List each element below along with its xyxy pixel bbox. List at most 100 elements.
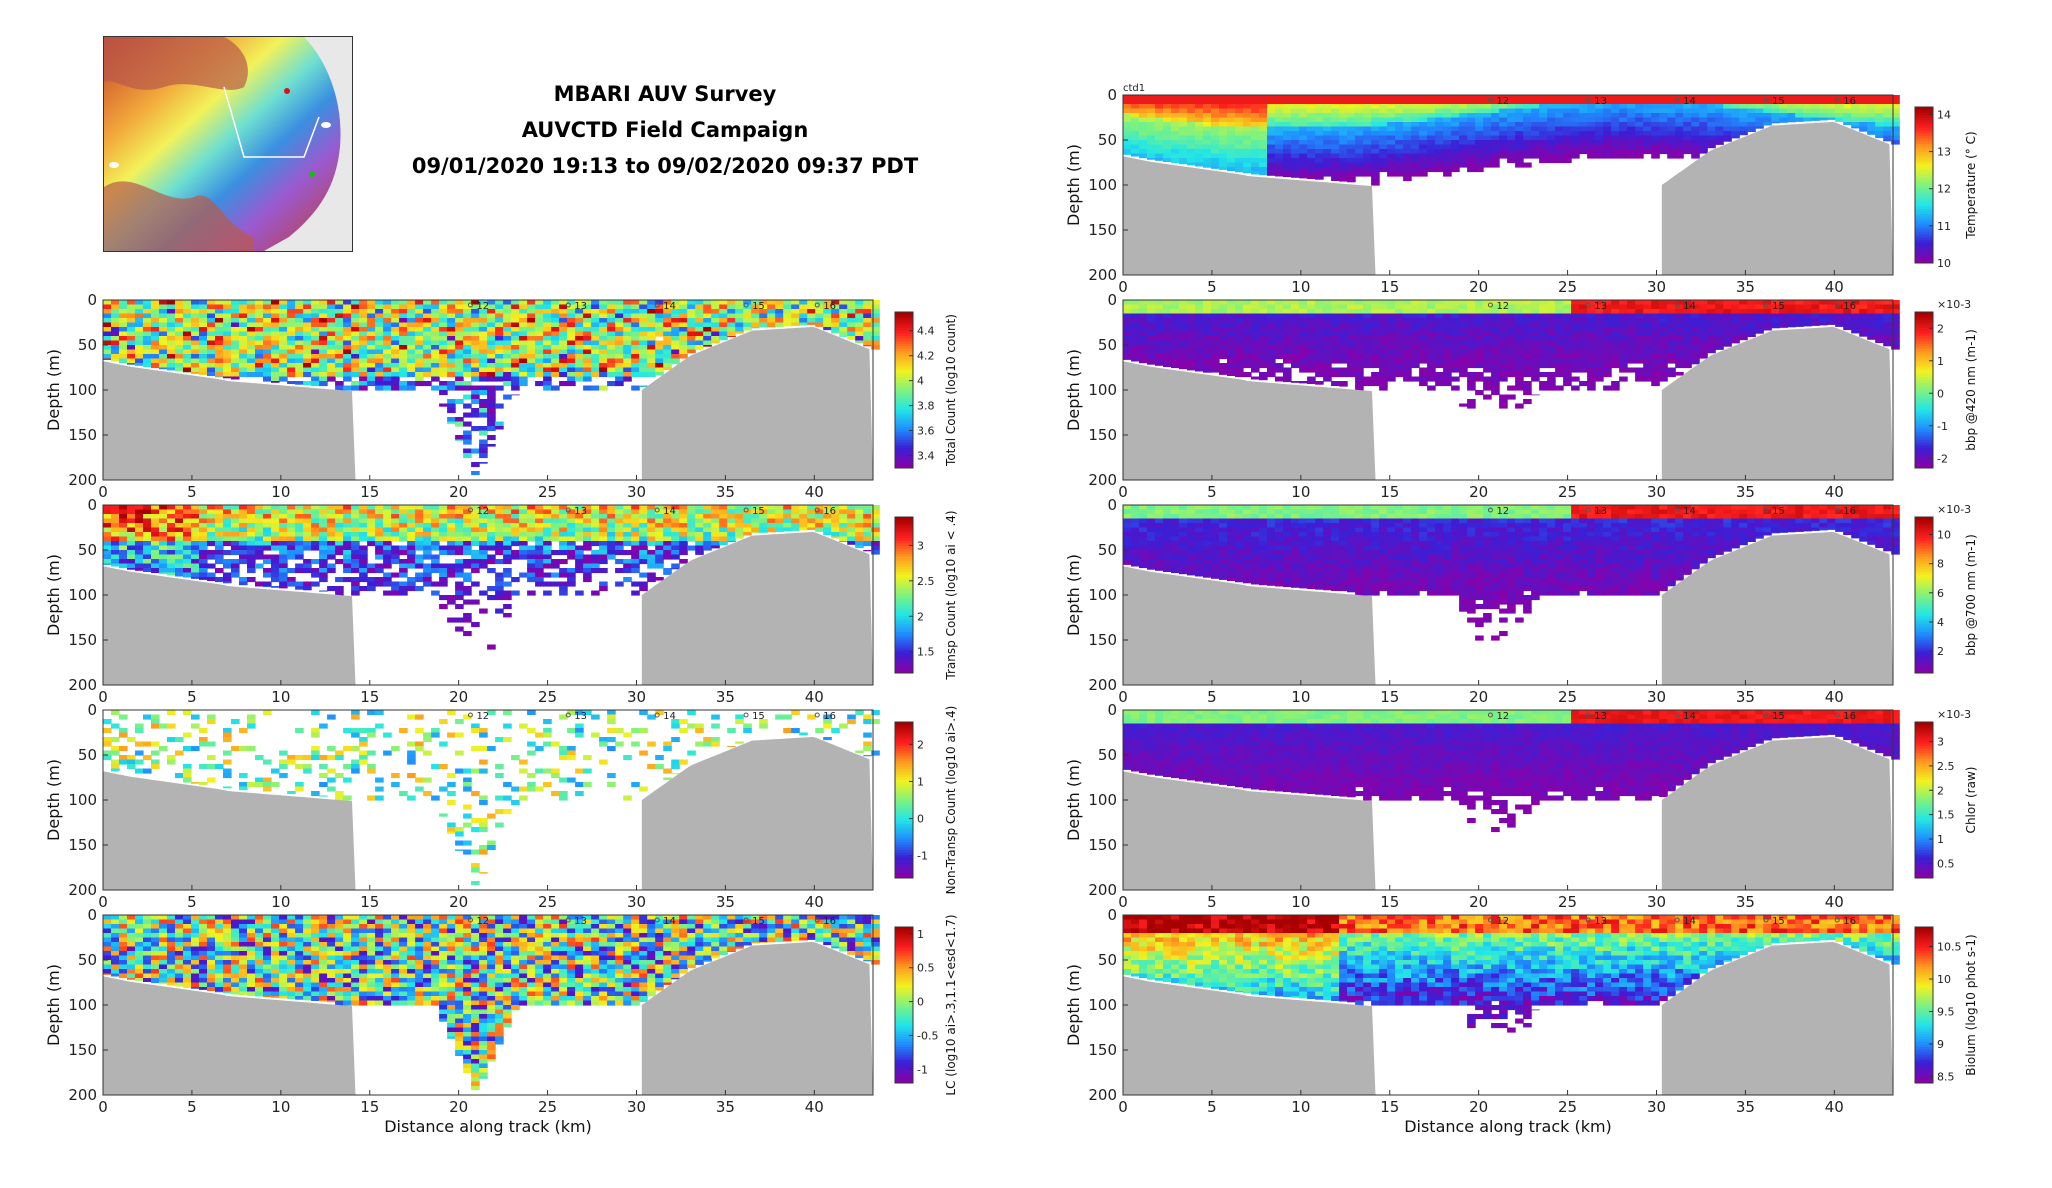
heatmap-cell	[567, 951, 576, 957]
heatmap-cell	[327, 714, 336, 720]
heatmap-cell	[255, 550, 264, 556]
heatmap-cell	[351, 345, 360, 351]
heatmap-cell	[383, 545, 392, 551]
heatmap-cell	[575, 318, 584, 324]
heatmap-cell	[639, 586, 648, 592]
heatmap-cell	[495, 937, 504, 943]
heatmap-cell	[407, 755, 416, 761]
heatmap-cell	[279, 973, 288, 979]
heatmap-cell	[431, 955, 440, 961]
heatmap-cell	[415, 946, 424, 952]
heatmap-cell	[375, 322, 384, 328]
heatmap-cell	[463, 527, 472, 533]
heatmap-cell	[735, 514, 744, 520]
heatmap-cell	[439, 955, 448, 961]
heatmap-cell	[831, 527, 840, 533]
heatmap-cell	[271, 559, 280, 565]
heatmap-cell	[623, 354, 632, 360]
heatmap-cell	[455, 358, 464, 364]
heatmap-cell	[367, 915, 376, 921]
heatmap-cell	[463, 982, 472, 988]
heatmap-cell	[399, 318, 408, 324]
heatmap-cell	[455, 518, 464, 524]
heatmap-cell	[391, 505, 400, 511]
heatmap-cell	[655, 340, 664, 346]
heatmap-cell	[263, 309, 272, 315]
heatmap-cell	[311, 354, 320, 360]
heatmap-cell	[471, 987, 480, 993]
heatmap-cell	[103, 304, 112, 310]
colorbar-segment	[895, 652, 913, 656]
colorbar-segment	[895, 366, 913, 370]
heatmap-cell	[455, 363, 464, 369]
heatmap-cell	[359, 919, 368, 925]
heatmap-cell	[463, 946, 472, 952]
heatmap-cell	[631, 345, 640, 351]
heatmap-cell	[343, 937, 352, 943]
heatmap-cell	[559, 964, 568, 970]
heatmap-cell	[463, 1068, 472, 1073]
heatmap-cell	[567, 969, 576, 975]
heatmap-cell	[591, 331, 600, 337]
heatmap-cell	[399, 928, 408, 934]
heatmap-cell	[239, 541, 248, 547]
heatmap-cell	[215, 318, 224, 324]
heatmap-cell	[503, 532, 512, 538]
heatmap-cell	[367, 381, 376, 387]
heatmap-cell	[671, 737, 680, 743]
heatmap-cell	[567, 505, 576, 511]
heatmap-cell	[399, 942, 408, 948]
heatmap-cell	[239, 915, 248, 921]
heatmap-cell	[175, 545, 184, 551]
heatmap-cell	[607, 545, 616, 551]
heatmap-cell	[615, 919, 624, 925]
heatmap-cell	[111, 746, 120, 752]
colorbar-segment	[895, 361, 913, 365]
heatmap-cell	[175, 563, 184, 569]
profile-label: 12	[476, 711, 489, 722]
heatmap-cell	[287, 964, 296, 970]
heatmap-cell	[407, 349, 416, 355]
heatmap-cell	[591, 933, 600, 939]
heatmap-cell	[351, 924, 360, 930]
heatmap-cell	[847, 304, 856, 310]
heatmap-cell	[727, 518, 736, 524]
heatmap-cell	[719, 527, 728, 533]
heatmap-cell	[591, 915, 600, 921]
heatmap-cell	[463, 453, 472, 458]
heatmap-cell	[559, 509, 568, 515]
heatmap-cell	[743, 505, 752, 511]
heatmap-cell	[295, 336, 304, 342]
heatmap-cell	[215, 345, 224, 351]
heatmap-cell	[175, 982, 184, 987]
heatmap-cell	[447, 964, 456, 970]
heatmap-cell	[135, 300, 144, 306]
heatmap-cell	[399, 505, 408, 511]
heatmap-cell	[167, 978, 176, 984]
heatmap-cell	[567, 536, 576, 542]
heatmap-cell	[511, 505, 520, 511]
heatmap-cell	[263, 331, 272, 337]
heatmap-cell	[279, 313, 288, 319]
heatmap-cell	[839, 336, 848, 337]
colorbar-segment	[895, 340, 913, 344]
heatmap-cell	[575, 960, 584, 966]
heatmap-cell	[359, 563, 368, 569]
heatmap-cell	[663, 746, 672, 752]
heatmap-cell	[871, 523, 880, 529]
heatmap-cell	[119, 331, 128, 337]
heatmap-cell	[479, 1023, 488, 1029]
heatmap-cell	[471, 505, 480, 511]
heatmap-cell	[607, 960, 616, 966]
heatmap-cell	[183, 322, 192, 328]
heatmap-cell	[415, 951, 424, 957]
heatmap-cell	[159, 915, 168, 921]
heatmap-cell	[183, 559, 192, 565]
heatmap-cell	[559, 581, 568, 587]
heatmap-cell	[463, 1009, 472, 1015]
heatmap-cell	[447, 1027, 456, 1033]
heatmap-cell	[335, 358, 344, 364]
heatmap-cell	[135, 915, 144, 921]
heatmap-cell	[111, 737, 120, 743]
heatmap-cell	[375, 363, 384, 369]
